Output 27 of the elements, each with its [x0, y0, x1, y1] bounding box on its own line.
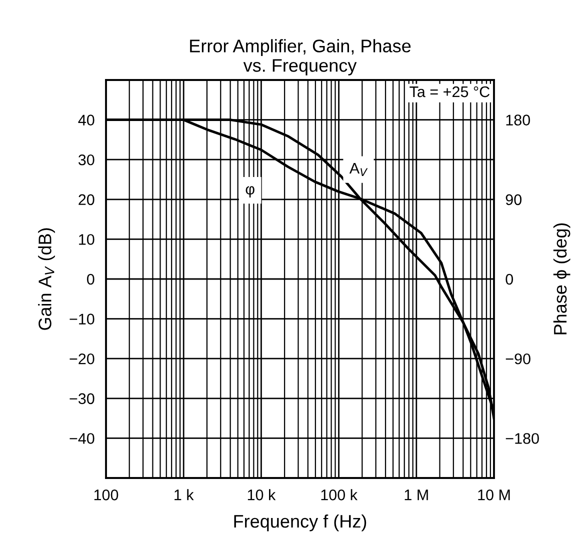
y-tick-label: −20	[70, 353, 94, 364]
annotation: Ta = +25 °C	[410, 86, 490, 98]
y2-tick-label: −90	[506, 353, 530, 364]
y-tick-label: 20	[78, 194, 94, 206]
x-tick-label: 100 k	[321, 489, 358, 500]
y-tick-label: 40	[78, 114, 94, 126]
y-tick-label: −40	[70, 433, 94, 444]
chart-title: Error Amplifier, Gain, Phase vs. Frequency	[190, 39, 411, 76]
y2-axis-title: Phase ϕ (deg)	[553, 223, 570, 334]
y2-tick-label: −180	[506, 433, 539, 444]
y2-tick-label: 90	[506, 194, 522, 206]
y-tick-label: −30	[70, 393, 94, 404]
x-tick-label: 1 M	[404, 490, 428, 500]
text: φ	[246, 186, 254, 198]
x-tick-label: 10 M	[478, 490, 510, 500]
x-tick-label: 100	[94, 490, 118, 500]
y-tick-label: −10	[70, 314, 94, 324]
x-tick-label: 10 k	[248, 489, 276, 500]
x-axis-title: Frequency f (Hz)	[234, 514, 366, 532]
x-tick-label: 1 k	[174, 489, 194, 500]
y-axis-title: Gain A$_{V}$ (dB)	[38, 228, 55, 330]
y-tick-label: 30	[78, 154, 94, 166]
y2-tick-label: 0	[506, 274, 514, 285]
y-tick-label: 0	[86, 274, 94, 285]
y-tick-label: 10	[79, 234, 94, 245]
series-label: A$_{V}$	[349, 162, 368, 176]
y2-tick-label: 180	[506, 114, 530, 126]
